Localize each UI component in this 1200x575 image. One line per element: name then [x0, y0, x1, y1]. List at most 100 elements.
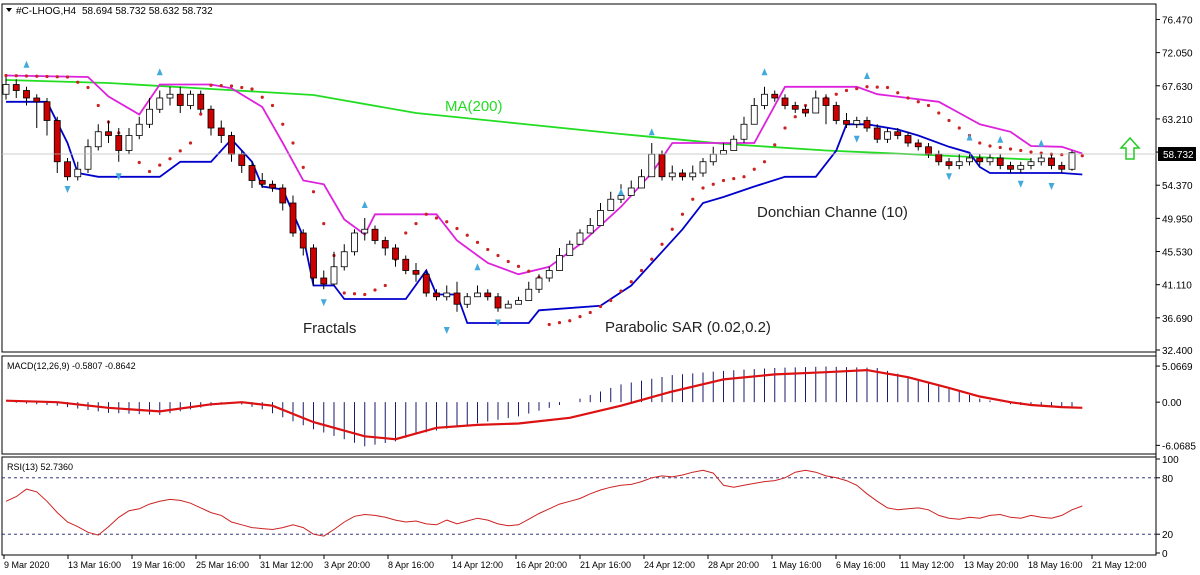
sar-dot: [527, 269, 531, 273]
time-tick-label: 1 May 16:00: [772, 560, 822, 570]
sar-dot: [629, 280, 633, 284]
sar-dot: [680, 212, 685, 216]
candle: [802, 105, 809, 117]
sar-dot: [875, 85, 879, 89]
time-tick-label: 3 Apr 20:00: [324, 560, 370, 570]
price-tick-label: 72.050: [1162, 49, 1193, 60]
candle: [904, 131, 912, 147]
candle: [1037, 154, 1045, 166]
time-tick-label: 18 May 16:00: [1028, 560, 1083, 570]
candle: [289, 195, 297, 237]
candle: [740, 116, 748, 143]
candle: [176, 86, 184, 113]
candle: [1058, 161, 1066, 173]
time-tick-label: 25 Mar 16:00: [196, 560, 249, 570]
macd-axis: 5.0669 0.00 -6.0685: [1156, 362, 1196, 452]
sar-dot: [486, 247, 490, 252]
sar-dot: [701, 186, 705, 190]
fractal-markers: [23, 60, 1055, 334]
sar-dot: [414, 222, 418, 226]
candle: [279, 184, 287, 211]
sar-dot: [916, 100, 920, 104]
candle: [638, 169, 645, 189]
time-tick-label: 21 Apr 16:00: [580, 560, 631, 570]
candle: [668, 165, 676, 181]
rsi-layers: [5, 469, 1083, 537]
sar-dot: [937, 111, 941, 115]
sar-dot: [885, 85, 890, 90]
sar-dot: [260, 95, 264, 99]
sar-dot: [4, 73, 8, 78]
sar-dot: [322, 222, 326, 226]
time-tick-label: 14 Apr 12:00: [452, 560, 503, 570]
candle: [94, 124, 102, 151]
candle: [125, 128, 133, 155]
sar-dot: [199, 112, 203, 116]
sar-dot: [773, 143, 777, 147]
candle: [791, 101, 799, 113]
sar-dot: [578, 315, 582, 319]
candle: [443, 285, 451, 301]
sar-dot: [229, 84, 234, 88]
candle: [730, 135, 738, 151]
sar-dot: [906, 96, 910, 100]
rsi-tick-label: 80: [1162, 474, 1174, 485]
time-tick-label: 13 Mar 16:00: [68, 560, 121, 570]
candle: [43, 98, 51, 136]
sar-dot: [281, 122, 285, 126]
price-tick-label: 63.210: [1162, 115, 1193, 126]
candle: [484, 289, 492, 301]
sar-dot: [660, 242, 664, 246]
sar-dot: [363, 292, 367, 297]
candle: [33, 94, 41, 128]
sar-dot: [65, 75, 70, 79]
sar-dot: [1060, 153, 1064, 157]
ma200-line: [5, 79, 1032, 161]
fractal-up-icon: [648, 128, 655, 136]
sar-dot: [14, 74, 18, 78]
macd-signal-line: [5, 368, 1083, 441]
fractal-up-icon: [474, 263, 481, 271]
sar-dot: [998, 145, 1002, 150]
dropdown-triangle-icon[interactable]: [6, 8, 12, 12]
candle: [187, 90, 194, 110]
fractal-up-icon: [1038, 139, 1045, 147]
sar-dot: [691, 197, 695, 201]
time-tick-label: 19 Mar 16:00: [132, 560, 185, 570]
candle: [412, 263, 420, 282]
candle: [843, 113, 850, 128]
time-tick-label: 6 May 16:00: [836, 560, 886, 570]
sar-dot: [988, 144, 992, 148]
fractals-annotation: Fractals: [303, 320, 356, 337]
candle: [433, 289, 440, 301]
sar-dot: [219, 84, 223, 88]
sar-dots: [4, 73, 1084, 327]
sar-dot: [844, 88, 849, 93]
sar-dot: [1080, 154, 1084, 158]
candles: [2, 77, 1076, 312]
candle: [248, 161, 256, 188]
time-tick-label: 9 Mar 2020: [4, 560, 50, 570]
sar-dot: [762, 160, 767, 164]
fractal-down-icon: [1017, 180, 1024, 188]
sar-dot: [352, 292, 357, 296]
sar-dot: [1029, 150, 1033, 154]
sar-dot: [834, 92, 838, 96]
candle: [74, 161, 82, 181]
fractal-up-icon: [761, 68, 768, 76]
sar-dot: [188, 141, 193, 145]
candle: [64, 158, 71, 181]
candle: [966, 154, 973, 166]
fractal-up-icon: [966, 133, 973, 141]
candle: [515, 296, 522, 305]
sar-dot: [445, 220, 449, 224]
sar-dot: [639, 268, 644, 273]
fractal-up-icon: [618, 188, 624, 196]
sar-dot: [55, 75, 59, 79]
last-price-value: 58.732: [1163, 150, 1194, 161]
candle: [361, 218, 369, 241]
candle: [976, 154, 984, 166]
candle: [955, 154, 963, 170]
candle: [894, 128, 902, 140]
